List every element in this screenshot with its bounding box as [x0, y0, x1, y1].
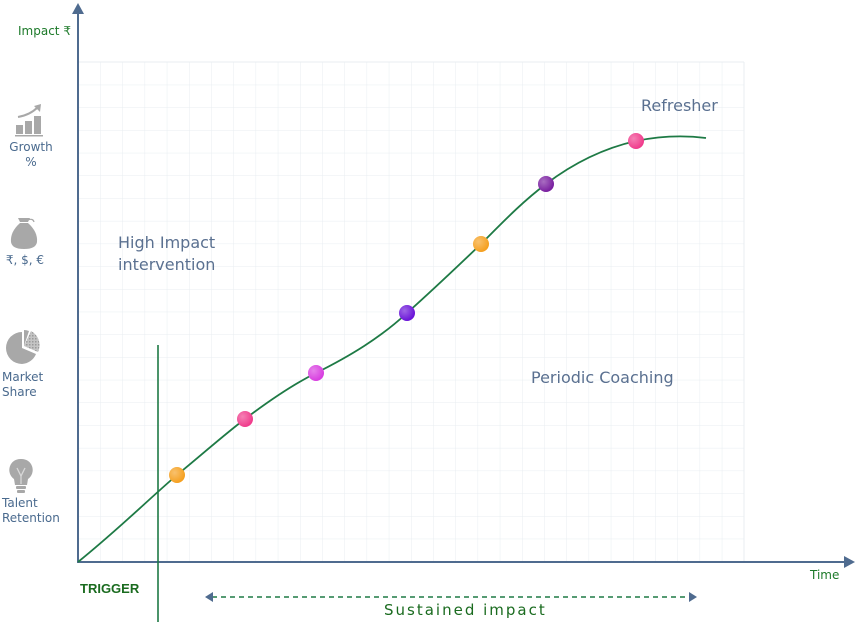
y-axis-title: Impact ₹ [18, 24, 71, 38]
curve-point-6 [538, 176, 554, 192]
curve-point-7 [628, 133, 644, 149]
periodic-coaching-label: Periodic Coaching [531, 368, 674, 387]
lightbulb-icon [8, 458, 34, 494]
y-category-talent-retention: Talent Retention [2, 496, 60, 525]
growth-chart-icon [14, 103, 46, 137]
x-axis-title: Time [810, 568, 840, 582]
money-bag-icon [8, 216, 40, 250]
high-impact-line1: High Impact [118, 233, 216, 252]
high-impact-line2: intervention [118, 255, 216, 274]
pie-chart-icon [5, 329, 41, 365]
y-category-currency: ₹, $, € [5, 253, 45, 267]
high-impact-label: High Impact intervention [118, 232, 215, 276]
curve-point-5 [473, 236, 489, 252]
refresher-label: Refresher [641, 96, 718, 115]
curve-point-3 [308, 365, 324, 381]
sustained-impact-label: Sustained impact [384, 601, 547, 619]
curve-point-2 [237, 411, 253, 427]
sustained-impact-arrow [205, 592, 697, 602]
curve-point-4 [399, 305, 415, 321]
y-axis [72, 3, 84, 563]
x-axis [77, 556, 855, 568]
trigger-label: TRIGGER [80, 581, 140, 596]
curve-point-1 [169, 467, 185, 483]
curve-points [169, 133, 644, 483]
y-category-growth: Growth % [9, 140, 53, 169]
y-category-market-share: Market Share [2, 370, 44, 399]
